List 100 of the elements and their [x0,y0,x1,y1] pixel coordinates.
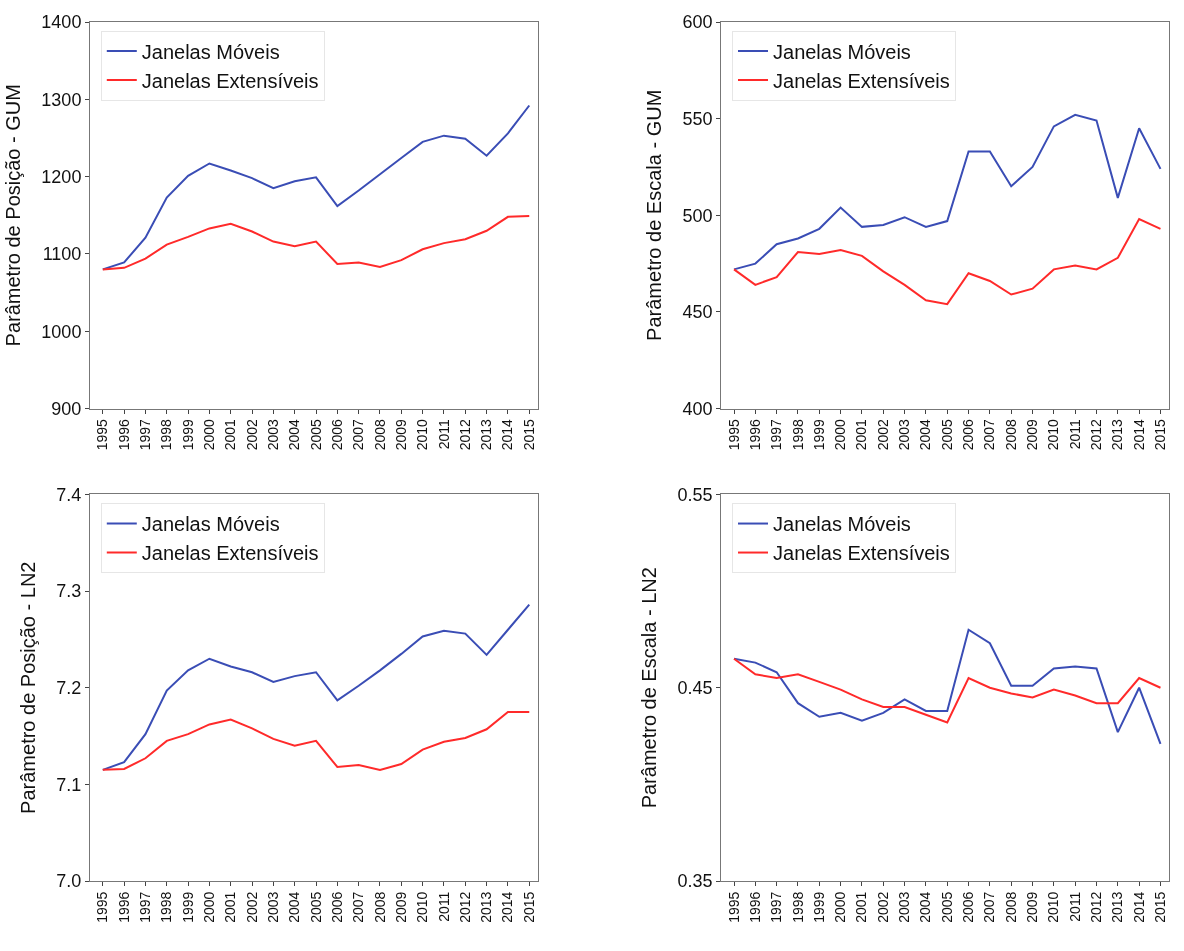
line-series [733,657,1162,724]
y-tick-label: 900 [51,398,82,419]
x-tick-label: 2012 [456,891,473,923]
x-tick-label: 2001 [853,891,870,923]
legend-label: Janelas Extensíveis [773,542,950,565]
x-tick-label: 2000 [200,418,217,451]
x-tick-label: 2004 [917,891,934,923]
x-tick-label: 2013 [1109,891,1126,923]
x-tick-label: 1998 [789,891,806,923]
y-tick-label: 550 [682,108,713,129]
x-tick-label: 2001 [222,891,239,923]
x-tick-label: 2014 [1130,891,1147,923]
y-axis-title: Parâmetro de Escala - GUM [643,89,666,341]
y-tick-label: 600 [682,12,713,33]
x-tick-label: 2005 [938,418,955,451]
x-tick-label: 1997 [136,418,153,451]
x-tick-label: 2005 [307,418,324,451]
x-tick-label: 2006 [960,418,977,451]
x-tick-label: 2003 [896,418,913,451]
y-tick-label: 0.45 [677,678,713,699]
line-series [101,215,531,271]
x-tick-label: 2008 [1002,418,1019,451]
x-tick-label: 1999 [179,418,196,451]
x-tick-label: 2015 [1152,418,1169,451]
x-tick-label: 1996 [115,891,132,923]
y-axis-title: Parâmetro de Posição - GUM [1,84,24,347]
x-tick-label: 2003 [264,891,281,923]
y-tick-label: 7.1 [56,774,82,795]
x-tick-label: 2007 [350,891,367,923]
line-series [101,104,531,271]
x-tick-label: 1997 [768,418,785,451]
x-tick-label: 2001 [222,418,239,451]
x-tick-label: 2009 [392,418,409,451]
legend-label: Janelas Móveis [773,513,911,536]
x-tick-label: 2007 [350,418,367,451]
x-tick-label: 1995 [725,418,742,451]
y-tick-label: 500 [682,205,713,226]
y-tick-label: 450 [682,302,713,323]
x-tick-label: 1997 [768,891,785,923]
x-tick-label: 2014 [499,891,516,923]
x-tick-label: 2002 [243,418,260,451]
y-tick-label: 7.2 [56,678,82,699]
line-series [733,628,1162,745]
x-tick-label: 2014 [1130,418,1147,451]
x-tick-label: 2004 [286,418,303,451]
y-tick-label: 7.3 [56,581,82,602]
x-tick-label: 2008 [371,891,388,923]
x-tick-label: 2015 [520,891,537,923]
x-tick-label: 2009 [392,891,409,923]
x-tick-label: 2011 [1066,418,1083,450]
y-tick-label: 1100 [42,244,82,265]
x-tick-label: 2015 [1152,891,1169,923]
x-tick-label: 2002 [874,891,891,923]
legend-label: Janelas Extensíveis [141,69,319,92]
x-tick-label: 2006 [328,418,345,451]
y-tick-label: 1400 [41,12,82,33]
x-tick-label: 1998 [789,418,806,451]
x-tick-label: 2012 [456,418,473,451]
legend-label: Janelas Móveis [141,40,280,63]
x-tick-label: 2013 [1109,418,1126,451]
x-tick-label: 1996 [746,891,763,923]
y-tick-label: 7.0 [56,871,82,892]
y-tick-label: 0.55 [677,484,713,505]
x-tick-label: 2000 [832,891,849,923]
x-tick-label: 2003 [264,418,281,451]
x-tick-label: 2010 [1045,418,1062,451]
x-tick-label: 1996 [746,418,763,451]
x-tick-label: 2013 [478,418,495,451]
x-tick-label: 1996 [115,418,132,451]
x-tick-label: 2011 [1066,891,1083,922]
x-tick-label: 2014 [499,418,516,451]
x-tick-label: 2008 [1002,891,1019,923]
x-tick-label: 2011 [435,891,452,922]
x-tick-label: 2003 [896,891,913,923]
x-tick-label: 2002 [874,418,891,451]
x-tick-label: 1998 [158,418,175,451]
line-series [101,603,531,771]
x-tick-label: 1995 [725,891,742,923]
x-tick-label: 2005 [307,891,324,923]
legend-label: Janelas Móveis [141,513,280,536]
y-axis-title: Parâmetro de Escala - LN2 [638,567,661,809]
y-tick-label: 1200 [41,166,82,187]
y-tick-label: 1000 [41,321,82,342]
legend-label: Janelas Extensíveis [141,542,319,565]
x-tick-label: 1999 [179,891,196,923]
x-tick-label: 2007 [981,891,998,923]
x-tick-label: 2009 [1024,891,1041,923]
x-tick-label: 2006 [328,891,345,923]
x-tick-label: 2007 [981,418,998,451]
x-tick-label: 2000 [200,891,217,923]
x-tick-label: 1995 [94,418,111,451]
y-tick-label: 1300 [41,89,82,110]
x-tick-label: 2004 [917,418,934,451]
x-tick-label: 2012 [1088,418,1105,451]
x-tick-label: 2009 [1024,418,1041,451]
x-tick-label: 1998 [158,891,175,923]
y-tick-label: 400 [682,398,713,419]
x-tick-label: 1997 [136,891,153,923]
y-tick-label: 7.4 [56,484,82,505]
line-series [733,113,1162,271]
